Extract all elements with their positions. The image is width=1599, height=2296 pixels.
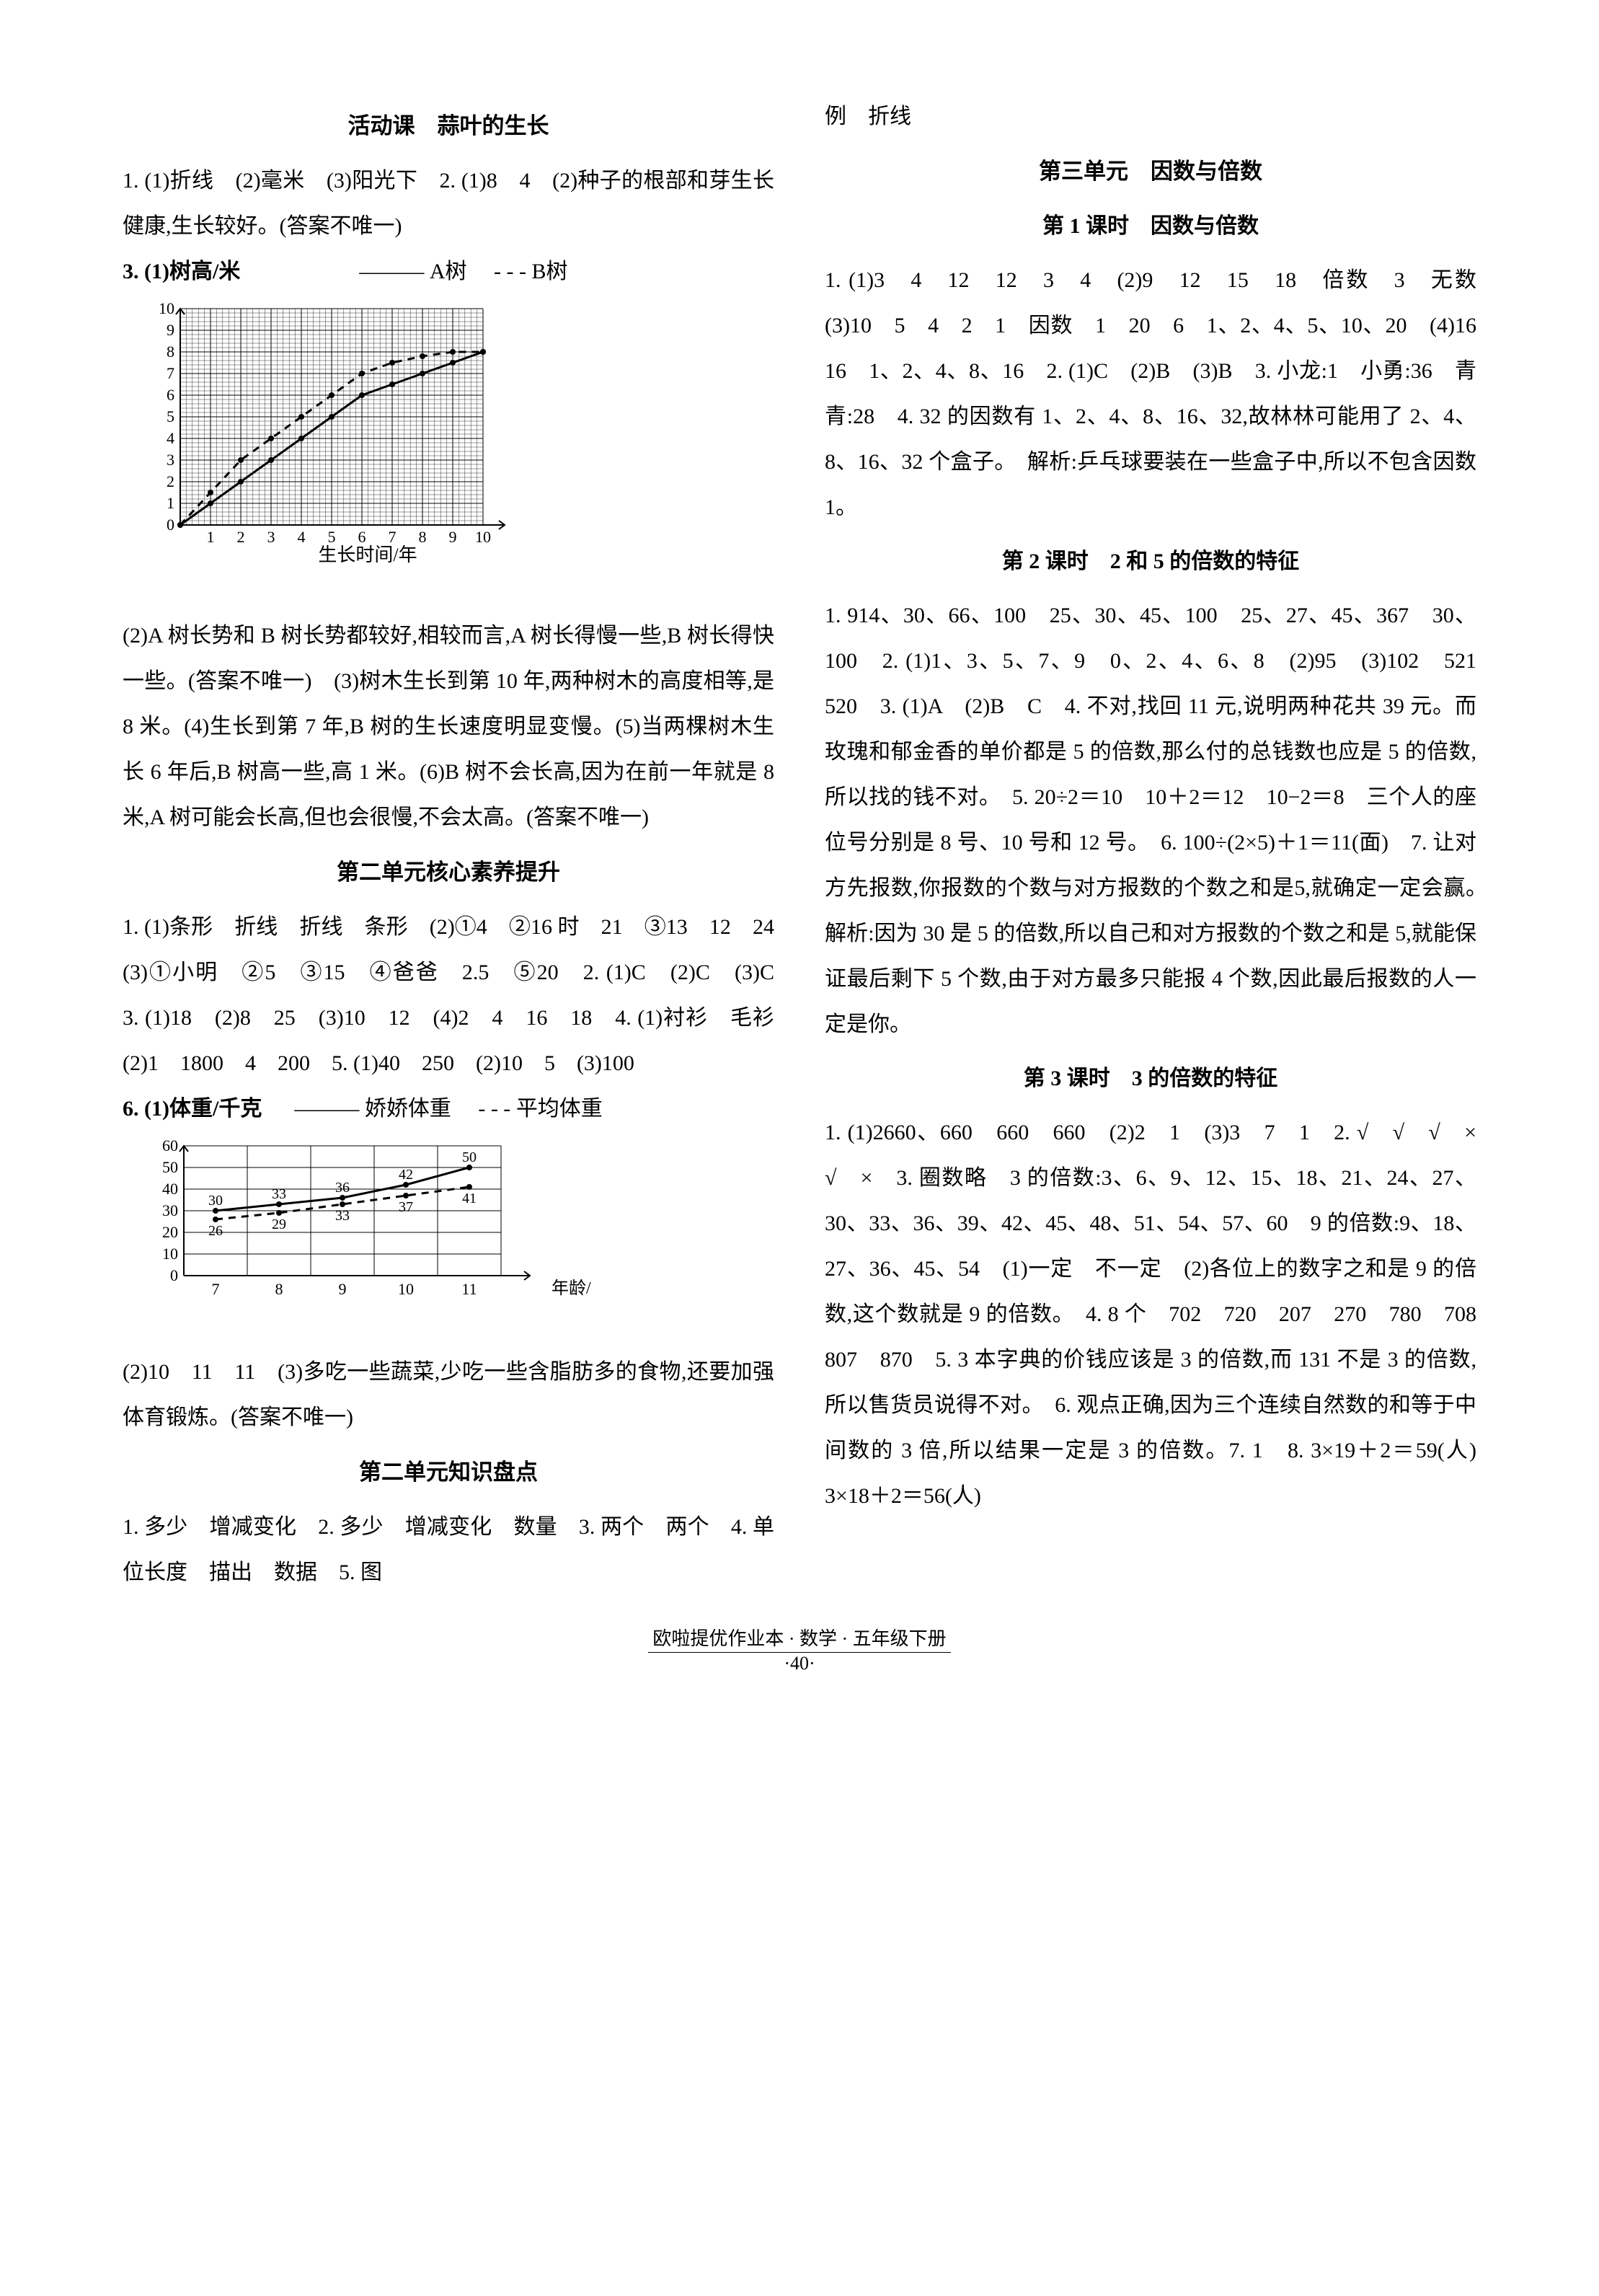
svg-text:4: 4: [167, 429, 174, 447]
svg-text:6: 6: [167, 386, 174, 404]
lesson3-title: 第 3 课时 3 的倍数的特征: [825, 1056, 1476, 1101]
svg-text:3: 3: [167, 451, 174, 469]
svg-text:9: 9: [167, 321, 174, 339]
page-footer: 欧啦提优作业本 · 数学 · 五年级下册 ·40·: [123, 1624, 1476, 1674]
svg-text:7: 7: [389, 528, 397, 546]
right-column: 例 折线 第三单元 因数与倍数 第 1 课时 因数与倍数 1. (1)3 4 1…: [825, 94, 1476, 1595]
svg-text:29: 29: [272, 1217, 286, 1232]
svg-text:60: 60: [162, 1139, 178, 1154]
left-column: 活动课 蒜叶的生长 1. (1)折线 (2)毫米 (3)阳光下 2. (1)8 …: [123, 94, 774, 1595]
svg-text:10: 10: [162, 1245, 178, 1263]
svg-text:33: 33: [335, 1208, 350, 1224]
svg-text:0: 0: [170, 1266, 178, 1284]
chart1-ylabel: 3. (1)树高/米: [123, 260, 240, 283]
unit3-title: 第三单元 因数与倍数: [825, 148, 1476, 195]
footer-book: 欧啦提优作业本 · 数学 · 五年级下册: [648, 1624, 950, 1653]
svg-text:7: 7: [212, 1280, 220, 1298]
chart2-ylabel: 6. (1)体重/千克: [123, 1097, 262, 1121]
chart2-svg: 0 10 20 30 40 50 60 7 8 9 10 11 30 33 36 42 50 26 29 33 3…: [144, 1139, 591, 1326]
chart1-svg: 0 1 2 3 4 5 6 7 8 9 10 1 2 3 4 5 6 7 8 9 10 生长时间/年: [144, 301, 548, 590]
svg-text:10: 10: [398, 1280, 414, 1298]
left-p4: (2)10 11 11 (3)多吃一些蔬菜,少吃一些含脂肪多的食物,还要加强体育…: [123, 1349, 774, 1440]
chart1-spacer: [246, 260, 354, 283]
chart1-legend-b: B树: [531, 260, 567, 283]
svg-text:30: 30: [162, 1201, 178, 1219]
svg-text:3: 3: [267, 528, 275, 546]
chart2-spacer: [267, 1097, 289, 1121]
chart2-legend-jj: 娇娇体重: [365, 1097, 451, 1121]
svg-text:41: 41: [462, 1191, 477, 1206]
svg-text:1: 1: [207, 528, 215, 546]
svg-text:37: 37: [399, 1199, 413, 1215]
right-p3: 1. (1)2660、660 660 660 (2)2 1 (3)3 7 1 2…: [825, 1110, 1476, 1519]
right-p2: 1. 914、30、66、100 25、30、45、100 25、27、45、3…: [825, 593, 1476, 1047]
left-p3: 1. (1)条形 折线 折线 条形 (2)①4 ②16 时 21 ③13 12 …: [123, 904, 774, 1086]
svg-text:7: 7: [167, 364, 174, 382]
left-p5: 1. 多少 增减变化 2. 多少 增减变化 数量 3. 两个 两个 4. 单位长…: [123, 1504, 774, 1595]
svg-text:30: 30: [208, 1193, 223, 1209]
svg-text:年龄/岁: 年龄/岁: [552, 1279, 591, 1298]
svg-text:40: 40: [162, 1180, 178, 1198]
svg-text:50: 50: [462, 1149, 477, 1165]
chart2-legend-avg: 平均体重: [516, 1097, 603, 1121]
svg-text:11: 11: [461, 1280, 477, 1298]
lesson1-title: 第 1 课时 因数与倍数: [825, 203, 1476, 249]
svg-text:33: 33: [272, 1186, 286, 1202]
right-p1: 1. (1)3 4 12 12 3 4 (2)9 12 15 18 倍数 3 无…: [825, 257, 1476, 530]
chart1: 0 1 2 3 4 5 6 7 8 9 10 1 2 3 4 5 6 7 8 9 10 生长时间/年: [144, 301, 774, 606]
chart1-legend-b-line: - - -: [472, 260, 531, 283]
svg-text:0: 0: [167, 516, 174, 534]
svg-text:2: 2: [237, 528, 245, 546]
svg-text:50: 50: [162, 1158, 178, 1176]
chart1-header: 3. (1)树高/米 ——— A树 - - - B树: [123, 249, 774, 294]
activity-title: 活动课 蒜叶的生长: [123, 102, 774, 149]
chart2: 0 10 20 30 40 50 60 7 8 9 10 11 30 33 36 42 50 26 29 33 3…: [144, 1139, 774, 1342]
left-p2: (2)A 树长势和 B 树长势都较好,相较而言,A 树长得慢一些,B 树长得快一…: [123, 613, 774, 840]
svg-text:4: 4: [298, 528, 306, 546]
svg-text:8: 8: [167, 343, 174, 361]
chart2-legend-jj-line: ———: [294, 1097, 365, 1121]
svg-text:8: 8: [419, 528, 427, 546]
svg-text:20: 20: [162, 1223, 178, 1241]
chart2-legend-avg-line: - - -: [456, 1097, 515, 1121]
lesson2-title: 第 2 课时 2 和 5 的倍数的特征: [825, 539, 1476, 584]
svg-text:1: 1: [167, 494, 174, 512]
svg-text:2: 2: [167, 472, 174, 490]
svg-text:5: 5: [328, 528, 336, 546]
chart2-header: 6. (1)体重/千克 ——— 娇娇体重 - - - 平均体重: [123, 1086, 774, 1131]
svg-text:10: 10: [475, 528, 491, 546]
svg-text:9: 9: [339, 1280, 347, 1298]
svg-text:5: 5: [167, 407, 174, 425]
svg-text:36: 36: [335, 1180, 350, 1196]
svg-text:6: 6: [358, 528, 366, 546]
chart1-legend-a-line: ———: [359, 260, 430, 283]
svg-text:9: 9: [449, 528, 457, 546]
svg-text:10: 10: [159, 301, 174, 317]
page-columns: 活动课 蒜叶的生长 1. (1)折线 (2)毫米 (3)阳光下 2. (1)8 …: [123, 94, 1476, 1595]
right-top: 例 折线: [825, 94, 1476, 139]
svg-text:8: 8: [275, 1280, 283, 1298]
svg-text:生长时间/年: 生长时间/年: [318, 544, 417, 565]
unit2-review-title: 第二单元知识盘点: [123, 1449, 774, 1496]
left-p1: 1. (1)折线 (2)毫米 (3)阳光下 2. (1)8 4 (2)种子的根部…: [123, 158, 774, 249]
svg-text:42: 42: [399, 1167, 413, 1183]
chart1-legend-a: A树: [430, 260, 467, 283]
footer-page: ·40·: [784, 1653, 815, 1674]
svg-text:26: 26: [208, 1223, 223, 1239]
unit2-core-title: 第二单元核心素养提升: [123, 849, 774, 896]
